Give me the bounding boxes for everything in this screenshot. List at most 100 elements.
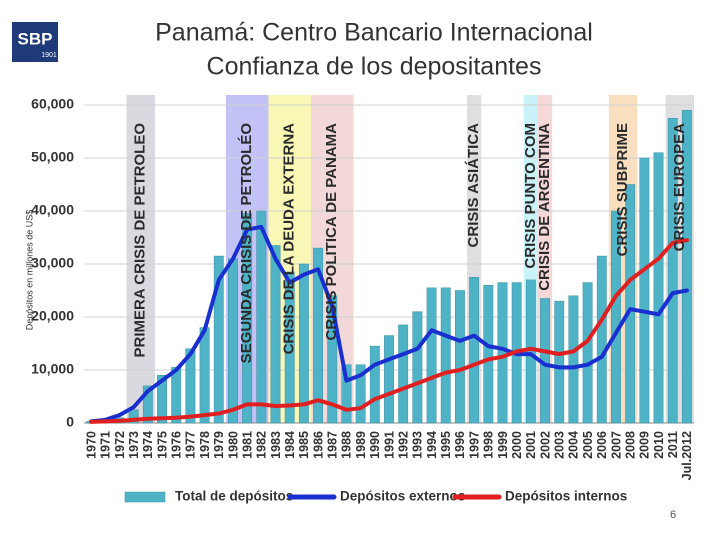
annotation-band [126, 95, 155, 423]
x-tick-label: 2000 [510, 431, 524, 459]
bar [171, 367, 182, 424]
logo-text: SBP [18, 29, 53, 48]
legend-label: Depósitos internos [505, 489, 627, 504]
bar [681, 110, 692, 424]
legend-label: Depósitos externos [340, 489, 465, 504]
x-tick-label: 2009 [638, 431, 652, 459]
x-tick-label: 2010 [652, 431, 666, 459]
bar [440, 287, 451, 424]
x-tick-label: 1980 [226, 431, 240, 459]
y-tick-label: 40,000 [31, 202, 74, 218]
x-tick-label: 1972 [113, 431, 127, 459]
x-tick-label: 1982 [255, 431, 269, 459]
bar [327, 295, 338, 424]
annotation-label: SEGUNDA CRISIS DE PETROLÉO [238, 123, 255, 364]
x-tick-label: 1991 [382, 431, 396, 459]
y-tick-label: 0 [66, 414, 74, 430]
x-tick-label: 2003 [553, 431, 567, 459]
bar [469, 277, 480, 424]
x-tick-label: 1970 [84, 431, 98, 459]
bar [596, 255, 607, 424]
x-tick-label: 1997 [467, 431, 481, 459]
bar [483, 284, 494, 424]
x-tick-label: 1988 [340, 431, 354, 459]
x-tick-label: 2004 [567, 431, 581, 459]
x-tick-label: 2001 [524, 431, 538, 459]
legend-label: Total de depósitos [175, 489, 293, 504]
bar [128, 409, 139, 424]
y-tick-label: 60,000 [31, 96, 74, 112]
x-tick-label: 1979 [212, 431, 226, 459]
chart-subtitle: Confianza de los depositantes [207, 53, 542, 81]
y-tick-label: 10,000 [31, 361, 74, 377]
x-tick-label: 1981 [240, 431, 254, 459]
x-tick-label: 1976 [170, 431, 184, 459]
logo-box [12, 22, 58, 62]
y-tick-label: 20,000 [31, 308, 74, 324]
x-tick-label: 1977 [184, 431, 198, 459]
bar [667, 118, 678, 424]
bar [639, 157, 650, 424]
bar [582, 282, 593, 424]
bar [256, 210, 267, 424]
x-tick-label: 1993 [411, 431, 425, 459]
bar [454, 290, 465, 424]
annotation-label: CRISIS EUROPEA [671, 123, 688, 252]
bar [313, 247, 324, 424]
bar [270, 245, 281, 424]
x-tick-label: 1974 [141, 431, 155, 459]
x-tick-label: 1989 [354, 431, 368, 459]
x-tick-label: 1973 [127, 431, 141, 459]
bar [611, 210, 621, 424]
annotation-label: CRISIS DE LA DEUDA EXTERNA [281, 123, 298, 355]
legend-swatch [124, 491, 166, 503]
x-tick-label: Jul.2012 [680, 431, 694, 480]
x-tick-label: 2002 [538, 431, 552, 459]
x-tick-label: 1984 [283, 431, 297, 459]
bar [142, 385, 153, 424]
line [89, 238, 689, 424]
bar [199, 327, 210, 424]
bar [384, 335, 394, 424]
x-tick-label: 2008 [623, 431, 637, 459]
bar [298, 263, 309, 424]
x-tick-label: 1987 [326, 431, 340, 459]
bar [341, 364, 352, 424]
line [89, 224, 689, 424]
y-axis-label: Depósitos en millones de US$ [24, 210, 34, 331]
bar [213, 255, 224, 424]
bar [228, 258, 238, 424]
x-tick-label: 1995 [439, 431, 453, 459]
bar [554, 300, 565, 424]
x-tick-label: 1986 [311, 431, 325, 459]
x-tick-label: 1975 [155, 431, 169, 459]
y-tick-label: 50,000 [31, 149, 74, 165]
bar [412, 311, 423, 424]
bar [355, 364, 366, 424]
bar [398, 324, 409, 424]
x-tick-label: 1996 [453, 431, 467, 459]
bar [497, 282, 508, 424]
annotation-label: CRISIS ASIÁTICA [465, 123, 482, 248]
annotation-label: CRISIS POLITICA DE PANAMA [323, 123, 340, 341]
x-tick-label: 1998 [482, 431, 496, 459]
bar [369, 345, 380, 424]
bar [625, 184, 636, 424]
bar [653, 152, 664, 424]
chart-title: Panamá: Centro Bancario Internacional [155, 19, 593, 47]
annotation-label: PRIMERA CRISIS DE PETROLEO [132, 123, 149, 358]
x-tick-label: 1994 [425, 431, 439, 459]
page-number: 6 [670, 509, 676, 521]
logo-year: 1901 [41, 52, 57, 59]
x-tick-label: 2007 [609, 431, 623, 459]
x-tick-label: 1990 [368, 431, 382, 459]
x-tick-label: 1999 [496, 431, 510, 459]
bar [185, 348, 196, 424]
annotation-label: CRISIS PUNTO COM [522, 123, 539, 269]
bar [568, 295, 579, 424]
x-tick-label: 2011 [666, 431, 680, 458]
bar [157, 375, 167, 424]
x-tick-label: 1971 [99, 431, 113, 459]
